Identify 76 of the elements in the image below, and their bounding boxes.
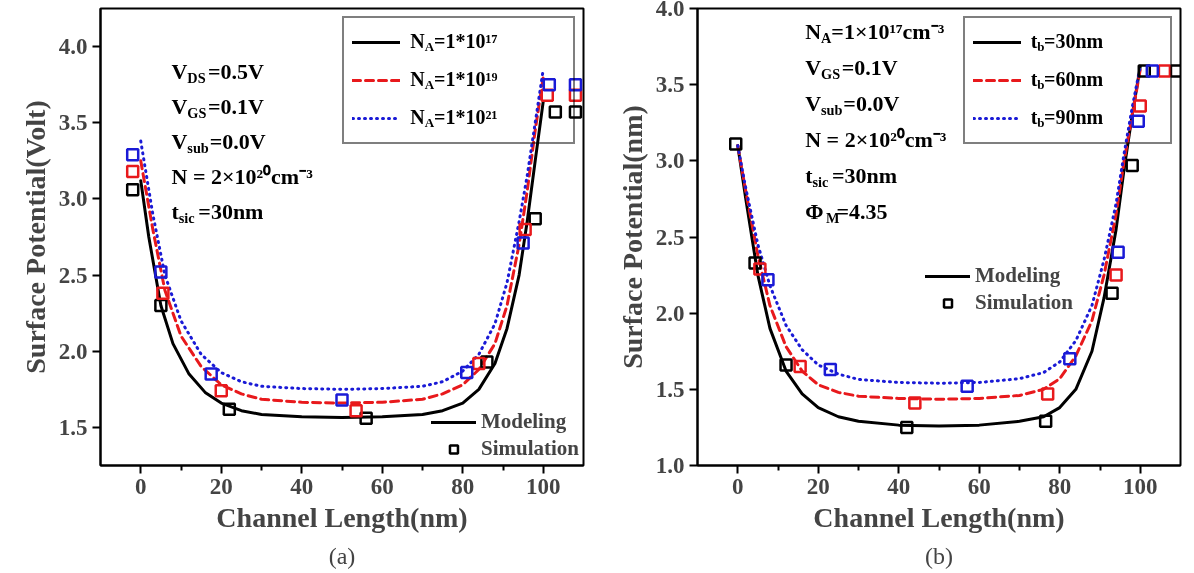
point xyxy=(1109,268,1123,282)
point xyxy=(548,105,563,119)
point xyxy=(222,402,237,416)
x-tick-label: 60 xyxy=(967,473,991,499)
point xyxy=(349,403,363,418)
annotation: N = 2×10²⁰cm⁻³ xyxy=(805,126,947,152)
x-tick-label: 40 xyxy=(290,473,314,499)
point xyxy=(779,358,793,372)
point xyxy=(1131,114,1145,128)
point xyxy=(516,236,530,250)
annotation: Modeling xyxy=(480,409,567,434)
y-tick-label: 2.5 xyxy=(58,262,88,288)
y-tick-label: 4.0 xyxy=(58,34,88,60)
point xyxy=(761,272,775,287)
y-tick-label: 2.5 xyxy=(655,224,685,250)
legend-label: Simulation xyxy=(975,290,1074,315)
point xyxy=(1145,64,1160,78)
y-axis-title: Surface Potential(nm) xyxy=(616,105,648,369)
point xyxy=(125,147,140,162)
y-tick-label: 3.5 xyxy=(58,110,88,136)
x-tick-label: 0 xyxy=(135,473,147,499)
point xyxy=(154,298,168,313)
y-tick-label: 4.0 xyxy=(655,0,685,21)
point xyxy=(518,222,532,237)
x-tick-label: 80 xyxy=(1048,473,1072,499)
point xyxy=(1169,64,1181,78)
point xyxy=(1063,352,1077,366)
text: (b) xyxy=(925,542,953,569)
point xyxy=(1125,158,1139,173)
point xyxy=(823,362,838,377)
x-axis-title: Channel Length(nm) xyxy=(216,501,468,533)
point xyxy=(793,359,807,374)
point xyxy=(728,137,743,151)
y-tick-label: 2.0 xyxy=(58,338,88,364)
point xyxy=(900,420,914,435)
point xyxy=(1040,387,1055,401)
point xyxy=(460,365,474,380)
point xyxy=(542,77,557,92)
point xyxy=(1111,245,1125,259)
point xyxy=(204,367,218,381)
legend-label: Simulation xyxy=(480,436,579,461)
y-tick-label: 3.0 xyxy=(655,148,685,174)
y-tick-label: 1.5 xyxy=(58,414,88,440)
point xyxy=(1105,286,1119,301)
point xyxy=(568,77,583,92)
x-tick-label: 60 xyxy=(370,473,394,499)
y-tick-label: 1.0 xyxy=(655,453,685,478)
point xyxy=(528,211,542,226)
y-tick-label: 1.5 xyxy=(655,376,685,402)
y-axis-title: Surface Potential(Volt) xyxy=(19,100,51,374)
point xyxy=(154,265,168,279)
point xyxy=(1038,414,1053,429)
point xyxy=(214,384,228,398)
y-tick-label: 3.0 xyxy=(58,186,88,212)
x-tick-label: 0 xyxy=(732,473,744,499)
point xyxy=(1133,99,1147,113)
point xyxy=(125,183,140,197)
x-tick-label: 20 xyxy=(806,473,830,499)
y-tick-label: 2.0 xyxy=(655,300,685,326)
point xyxy=(125,164,140,179)
annotation: Modeling xyxy=(975,263,1061,288)
text: (a) xyxy=(328,542,356,569)
x-tick-label: 80 xyxy=(451,473,475,499)
point xyxy=(472,356,486,371)
point xyxy=(156,286,170,301)
point xyxy=(568,105,583,119)
x-tick-label: 40 xyxy=(887,473,911,499)
point xyxy=(960,379,974,394)
x-tick-label: 100 xyxy=(526,473,561,499)
x-tick-label: 20 xyxy=(209,473,233,499)
point xyxy=(908,396,922,410)
y-tick-label: 3.5 xyxy=(655,72,685,98)
x-tick-label: 100 xyxy=(1123,473,1158,499)
annotation: N = 2×10²⁰cm⁻³ xyxy=(171,163,314,189)
point xyxy=(335,393,349,407)
x-axis-title: Channel Length(nm) xyxy=(813,501,1065,533)
